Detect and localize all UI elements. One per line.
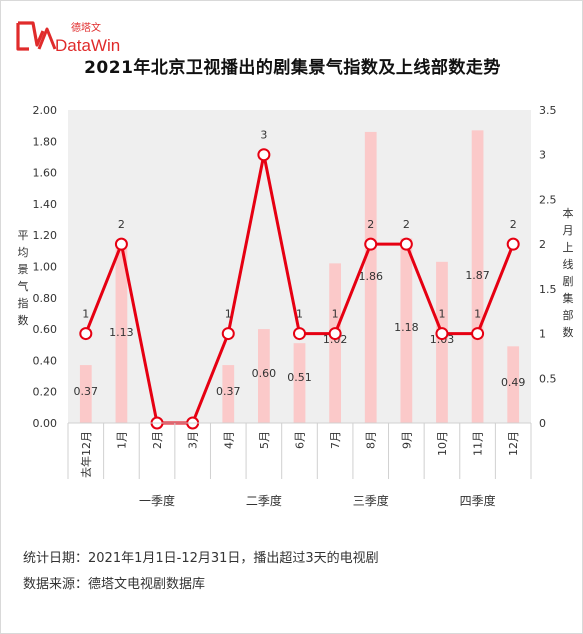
left-tick-label: 1.40 bbox=[33, 198, 58, 211]
right-tick-label: 2.5 bbox=[539, 193, 557, 206]
category-label: 3月 bbox=[187, 431, 200, 449]
category-label: 5月 bbox=[258, 431, 271, 449]
category-label: 8月 bbox=[365, 431, 378, 449]
logo-mark-icon bbox=[16, 21, 57, 51]
line-value-label: 1 bbox=[82, 308, 89, 321]
right-tick-label: 2 bbox=[539, 238, 546, 251]
right-tick-label: 3 bbox=[539, 149, 546, 162]
logo-en-text: DataWin bbox=[55, 36, 120, 55]
bar-11 bbox=[471, 130, 484, 423]
line-point-8 bbox=[364, 237, 378, 251]
quarter-label: 二季度 bbox=[246, 493, 282, 508]
bar-value-label: 0.37 bbox=[74, 385, 99, 398]
left-tick-label: 2.00 bbox=[33, 104, 58, 117]
bar-5 bbox=[258, 329, 270, 423]
right-tick-label: 1 bbox=[539, 328, 546, 341]
left-tick-label: 0.20 bbox=[33, 386, 58, 399]
line-value-label: 2 bbox=[403, 218, 410, 231]
line-point-7 bbox=[328, 327, 342, 341]
left-tick-label: 1.80 bbox=[33, 135, 58, 148]
left-tick-label: 0.00 bbox=[33, 417, 58, 430]
right-tick-label: 3.5 bbox=[539, 104, 557, 117]
left-tick-label: 0.60 bbox=[33, 323, 58, 336]
left-axis-label: 平均景气指数 bbox=[17, 229, 29, 327]
line-point-6 bbox=[293, 327, 306, 341]
line-point-9 bbox=[399, 237, 413, 251]
left-tick-label: 1.60 bbox=[33, 167, 58, 180]
line-value-label: 1 bbox=[332, 308, 339, 321]
category-label: 9月 bbox=[400, 431, 413, 449]
combo-chart: 0.00 0.20 0.40 0.60 0.80 1.00 1.20 1.40 1.60 1.80… bbox=[33, 104, 557, 508]
category-label: 1月 bbox=[115, 431, 128, 449]
line-value-label: 1 bbox=[474, 308, 481, 321]
right-tick-label: 1.5 bbox=[539, 283, 557, 296]
bar-8 bbox=[364, 131, 377, 423]
bar-12 bbox=[507, 346, 520, 423]
line-point-4 bbox=[221, 327, 235, 341]
line-point-1 bbox=[114, 237, 128, 251]
left-tick-label: 0.40 bbox=[33, 354, 58, 367]
line-value-label: 3 bbox=[260, 129, 267, 142]
bar-9 bbox=[400, 238, 413, 423]
line-point-10 bbox=[435, 327, 449, 341]
bar-value-label: 0.51 bbox=[287, 371, 312, 384]
category-label: 11月 bbox=[472, 431, 485, 456]
footer-source: 数据来源：德塔文电视剧数据库 bbox=[23, 577, 206, 592]
bar-value-label: 0.49 bbox=[501, 376, 526, 389]
line-point-5 bbox=[257, 148, 271, 162]
left-tick-label: 1.20 bbox=[33, 229, 58, 242]
bar-7 bbox=[329, 263, 341, 423]
bar-0 bbox=[79, 365, 92, 423]
datawin-logo: 德塔文 DataWin bbox=[16, 21, 120, 55]
right-axis-label: 本月上线剧集部数 bbox=[562, 207, 574, 339]
line-value-label: 2 bbox=[118, 218, 125, 231]
category-label: 去年12月 bbox=[79, 431, 93, 478]
category-label: 10月 bbox=[436, 431, 449, 456]
bar-value-label: 0.37 bbox=[216, 385, 241, 398]
bar-1 bbox=[115, 246, 128, 423]
bar-value-label: 0.60 bbox=[252, 367, 277, 380]
line-point-11 bbox=[471, 327, 485, 341]
right-tick-label: 0.5 bbox=[539, 372, 557, 385]
bar-value-label: 1.86 bbox=[358, 270, 383, 283]
line-value-label: 1 bbox=[296, 308, 303, 321]
line-value-label: 2 bbox=[367, 218, 374, 231]
footer-stat-date: 统计日期：2021年1月1日-12月31日，播出超过3天的电视剧 bbox=[23, 551, 379, 566]
bar-value-label: 1.18 bbox=[394, 321, 419, 334]
quarter-label: 三季度 bbox=[353, 493, 389, 508]
quarter-label: 四季度 bbox=[460, 493, 496, 508]
category-label: 4月 bbox=[222, 431, 235, 449]
line-point-0 bbox=[79, 327, 93, 341]
bar-6 bbox=[293, 343, 306, 423]
category-label: 7月 bbox=[329, 431, 342, 449]
line-value-label: 1 bbox=[438, 308, 445, 321]
chart-title: 2021年北京卫视播出的剧集景气指数及上线部数走势 bbox=[84, 58, 501, 78]
logo-cn-text: 德塔文 bbox=[71, 21, 101, 34]
quarter-label: 一季度 bbox=[139, 493, 175, 508]
line-point-12 bbox=[506, 237, 520, 251]
left-tick-label: 0.80 bbox=[33, 292, 58, 305]
category-label: 2月 bbox=[151, 431, 164, 449]
line-value-label: 2 bbox=[510, 218, 517, 231]
category-label: 6月 bbox=[294, 431, 307, 449]
right-tick-label: 0 bbox=[539, 417, 546, 430]
bar-4 bbox=[222, 365, 235, 423]
bar-10 bbox=[436, 261, 448, 423]
line-value-label: 1 bbox=[225, 308, 232, 321]
category-label: 12月 bbox=[507, 431, 520, 456]
bar-value-label: 1.13 bbox=[109, 326, 134, 339]
bar-value-label: 1.87 bbox=[465, 269, 490, 282]
left-tick-label: 1.00 bbox=[33, 261, 58, 274]
